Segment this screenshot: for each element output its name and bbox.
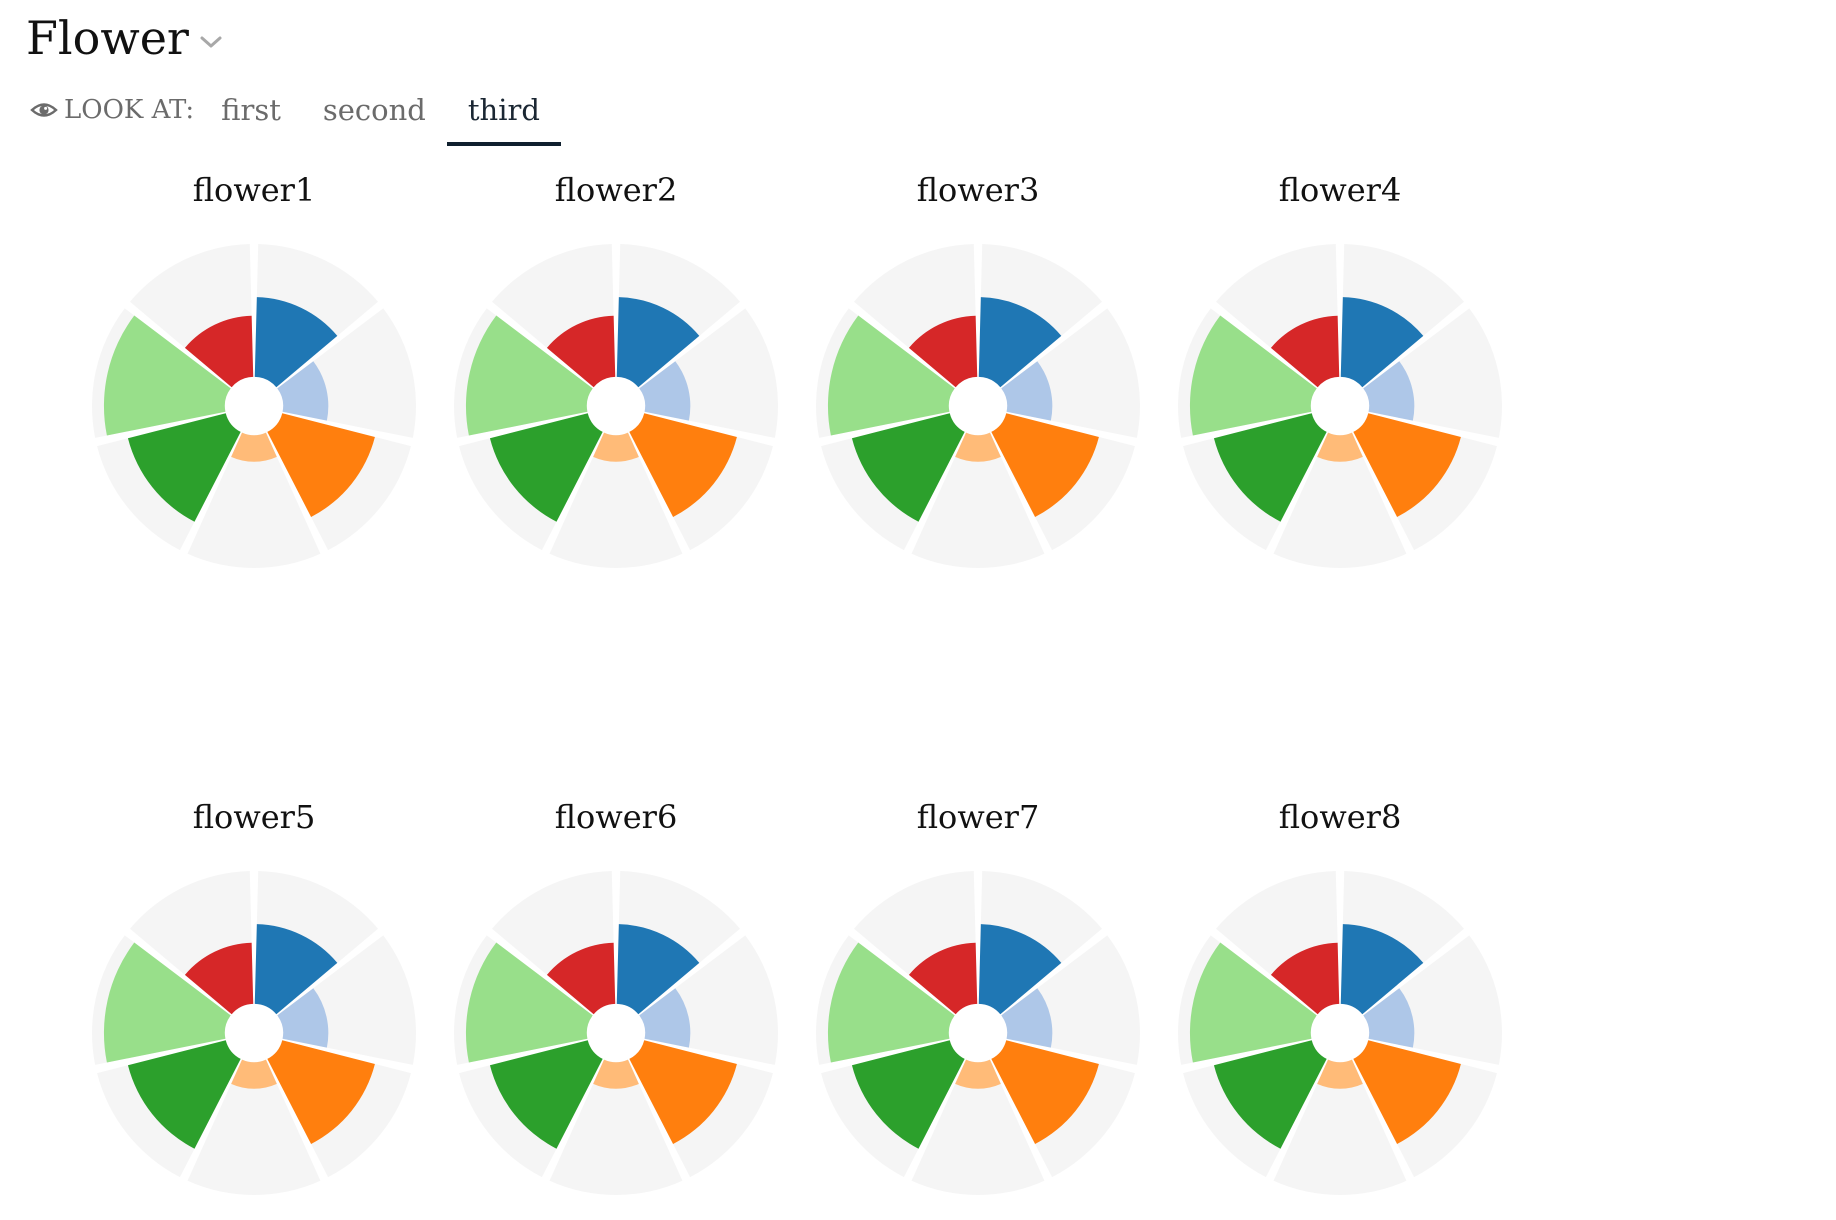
flower-svg [454,871,778,1195]
petal[interactable] [955,1059,1001,1089]
petal[interactable] [1340,924,1424,1015]
petal[interactable] [465,315,593,436]
flower-title: flower1 [192,171,316,209]
flower-chart-4: flower4 [1170,168,1510,588]
petal[interactable] [908,942,978,1015]
petal[interactable] [593,432,639,462]
petal[interactable] [267,413,375,517]
flower-title: flower3 [916,171,1040,209]
petal-background [549,432,683,568]
flower-svg [454,244,778,568]
petal[interactable] [1001,361,1053,421]
flower-title: flower7 [916,798,1040,836]
petal[interactable] [908,315,978,388]
flower-svg [816,871,1140,1195]
petal[interactable] [1317,432,1363,462]
flower-chart-7: flower7 [808,795,1148,1215]
tab-third[interactable]: third [446,88,561,146]
look-at-label: LOOK AT: [64,95,195,125]
petal[interactable] [231,432,277,462]
petal[interactable] [639,988,691,1048]
flower-chart-8: flower8 [1170,795,1510,1215]
flower-svg [1178,871,1502,1195]
petal[interactable] [616,297,700,388]
petal[interactable] [1353,1040,1461,1144]
petal[interactable] [851,413,965,522]
petal-background [187,432,321,568]
petal[interactable] [1270,315,1340,388]
flower-chart-6: flower6 [446,795,786,1215]
petal[interactable] [489,1040,603,1149]
petal[interactable] [127,1040,241,1149]
flower-svg [1178,244,1502,568]
petal[interactable] [955,432,1001,462]
page-title: Flower [26,11,189,65]
flower-selector[interactable]: Flower [26,8,223,68]
petal[interactable] [546,942,616,1015]
look-at-tabs: first second third [200,88,561,146]
petal[interactable] [465,942,593,1063]
eye-icon [30,103,58,117]
petal[interactable] [254,297,338,388]
flower-svg [92,871,417,1195]
petal[interactable] [1189,315,1317,436]
flower-title: flower5 [192,798,316,836]
petal[interactable] [1353,413,1461,517]
petal[interactable] [593,1059,639,1089]
petal[interactable] [127,413,241,522]
petal-background [1273,432,1407,568]
look-at-label-group: LOOK AT: [30,88,194,132]
petal[interactable] [1363,988,1415,1048]
petal-background [1273,1059,1407,1195]
petal[interactable] [1363,361,1415,421]
petal[interactable] [1213,1040,1327,1149]
petal[interactable] [184,315,254,388]
petal[interactable] [103,315,231,436]
petal[interactable] [277,988,329,1048]
flower-title: flower4 [1278,171,1402,209]
flower-title: flower2 [554,171,678,209]
petal[interactable] [991,1040,1099,1144]
flower-svg [92,244,417,568]
flower-chart-2: flower2 [446,168,786,588]
flower-chart-3: flower3 [808,168,1148,588]
petal[interactable] [639,361,691,421]
petal-background [911,1059,1045,1195]
petal[interactable] [1213,413,1327,522]
petal[interactable] [978,924,1062,1015]
petal[interactable] [629,1040,737,1144]
flower-chart-1: flower1 [84,168,424,588]
petal[interactable] [277,361,329,421]
petal[interactable] [546,315,616,388]
petal[interactable] [1317,1059,1363,1089]
petal[interactable] [616,924,700,1015]
petal[interactable] [991,413,1099,517]
petal[interactable] [851,1040,965,1149]
petal-background [549,1059,683,1195]
petal[interactable] [827,315,955,436]
petal[interactable] [254,924,338,1015]
petal[interactable] [1001,988,1053,1048]
tab-second[interactable]: second [322,93,426,127]
petal[interactable] [978,297,1062,388]
look-at-bar: LOOK AT: first second third [30,88,561,148]
petal[interactable] [103,942,231,1063]
petal[interactable] [184,942,254,1015]
petal[interactable] [489,413,603,522]
petal[interactable] [827,942,955,1063]
petal-background [187,1059,321,1195]
petal[interactable] [629,413,737,517]
flower-title: flower8 [1278,798,1402,836]
chevron-down-icon [200,36,222,48]
tab-first[interactable]: first [221,93,281,127]
flower-svg [816,244,1140,568]
petal[interactable] [267,1040,375,1144]
flower-chart-5: flower5 [84,795,424,1215]
petal[interactable] [1270,942,1340,1015]
petal[interactable] [1189,942,1317,1063]
petal[interactable] [231,1059,277,1089]
petal[interactable] [1340,297,1424,388]
petal-background [911,432,1045,568]
flower-title: flower6 [554,798,678,836]
